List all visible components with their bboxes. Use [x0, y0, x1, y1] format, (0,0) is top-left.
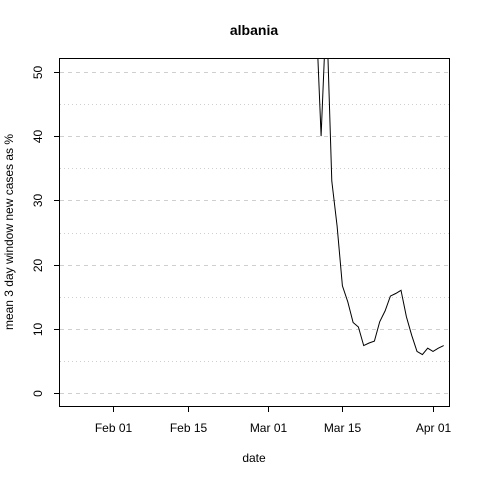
plot-area [317, 59, 444, 356]
y-tick-label: 30 [31, 194, 45, 208]
x-tick-label: Feb 15 [170, 421, 208, 435]
y-axis-label: mean 3 day window new cases as % [2, 134, 16, 330]
x-axis-label: date [242, 451, 266, 465]
y-axis: 0 10 20 30 40 50 [31, 66, 60, 397]
x-tick-label: Feb 01 [95, 421, 133, 435]
y-tick-label: 20 [31, 259, 45, 273]
plot-frame [59, 58, 450, 407]
y-tick-label: 50 [31, 66, 45, 80]
y-tick-label: 10 [31, 323, 45, 337]
grid [60, 72, 449, 394]
x-axis: Feb 01 Feb 15 Mar 01 Mar 15 Apr 01 [95, 406, 452, 435]
chart-title: albania [230, 22, 278, 38]
series-line-0 [317, 59, 444, 356]
x-tick-label: Mar 01 [250, 421, 288, 435]
x-tick-label: Apr 01 [416, 421, 452, 435]
x-tick-label: Mar 15 [324, 421, 362, 435]
y-tick-label: 0 [31, 390, 45, 397]
y-tick-label: 40 [31, 130, 45, 144]
